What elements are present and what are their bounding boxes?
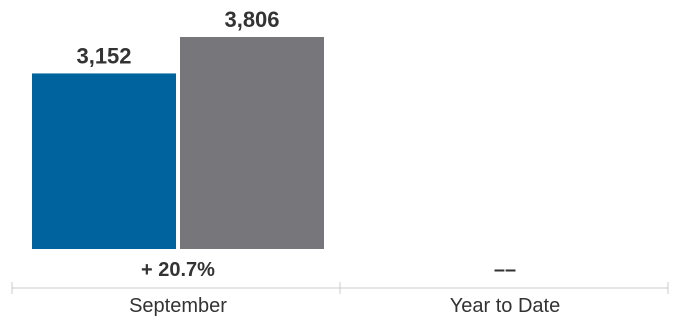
change-label-september: + 20.7% [141, 259, 215, 281]
change-label-year-to-date: –– [494, 259, 516, 281]
bar-september-0 [32, 73, 176, 249]
x-tick-label-year-to-date: Year to Date [450, 295, 560, 317]
group-labels-layer: September Year to Date [129, 295, 560, 317]
bars-layer [32, 37, 324, 249]
bar-september-1 [180, 37, 324, 249]
value-label-september-0: 3,152 [76, 43, 131, 68]
x-axis [11, 282, 669, 294]
value-labels-layer: 3,152 3,806 [76, 7, 279, 68]
x-tick-label-september: September [129, 295, 227, 317]
change-labels-layer: + 20.7% –– [141, 259, 516, 281]
value-label-september-1: 3,806 [224, 7, 279, 32]
